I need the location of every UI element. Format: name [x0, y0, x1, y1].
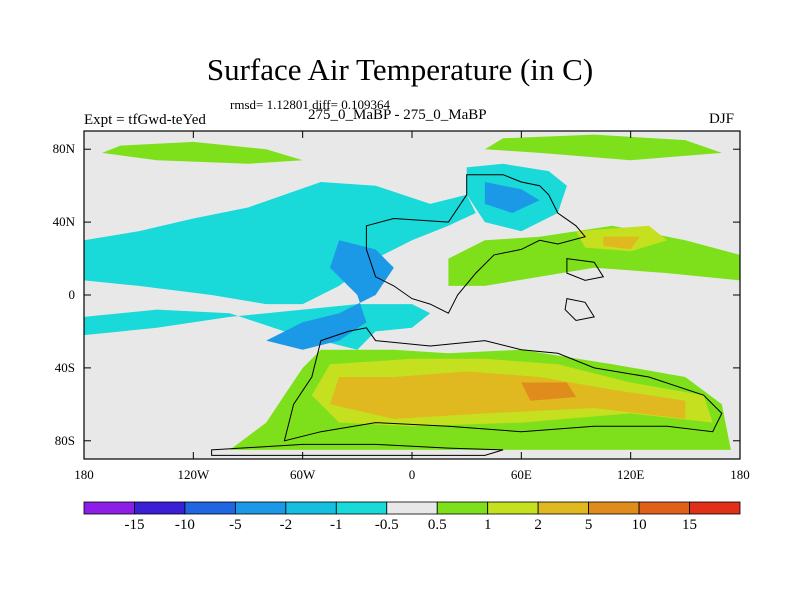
- x-tick-label: 0: [408, 467, 416, 482]
- colorbar-label: 15: [682, 517, 698, 533]
- continent-outline-4: [564, 298, 596, 322]
- colorbar-swatch: [386, 501, 438, 515]
- colorbar-swatch: [285, 501, 337, 515]
- colorbar-label: 0.5: [427, 517, 447, 533]
- field-layer: [84, 131, 740, 459]
- colorbar-label: -15: [124, 517, 145, 533]
- colorbar-swatch: [234, 501, 287, 515]
- x-tick-label: 120W: [177, 467, 210, 482]
- region-north-pacific-cyan: [84, 182, 476, 305]
- continent-outline-2: [211, 443, 504, 456]
- y-tick-label: 80S: [54, 432, 75, 448]
- continent-outline-1: [365, 174, 586, 314]
- colorbar-swatch: [537, 501, 590, 515]
- y-tick-label: 0: [68, 287, 76, 302]
- season-label: DJF: [709, 111, 735, 127]
- x-tick-label: 120E: [616, 467, 645, 482]
- chart-title: Surface Air Temperature (in C): [206, 52, 594, 87]
- colorbar-label: -2: [279, 517, 293, 533]
- region-northeast-orange: [603, 236, 640, 250]
- colorbar-label: -0.5: [374, 517, 399, 533]
- chart-stats: rmsd= 1.12801 diff= 0.109364: [230, 97, 390, 112]
- x-tick-label: 180: [730, 467, 750, 482]
- region-north-band-green: [102, 141, 303, 164]
- region-arctic-blue: [484, 182, 540, 213]
- region-continent-west-blue: [266, 240, 394, 350]
- colorbar-swatch: [689, 501, 741, 515]
- region-tropical-green: [448, 225, 740, 286]
- region-south-continent-dark-orange: [521, 382, 576, 401]
- y-tick-label: 80N: [52, 141, 75, 157]
- colorbar-label: 1: [483, 517, 492, 533]
- runs-label: 275_0_MaBP - 275_0_MaBP: [308, 107, 487, 123]
- region-south-continent-orange: [330, 371, 686, 419]
- x-tick-label: 180: [74, 467, 94, 482]
- y-tick-label: 40N: [52, 214, 75, 230]
- colorbar-swatch: [638, 501, 690, 515]
- colorbar-swatch: [588, 501, 640, 515]
- continent-outline-0: [283, 327, 723, 442]
- colorbar-swatch: [487, 501, 539, 515]
- colorbar-swatch: [134, 501, 186, 515]
- y-tick-label: 40S: [54, 359, 75, 375]
- x-tick-label: 60E: [510, 467, 532, 482]
- colorbar-swatch: [83, 501, 135, 515]
- colorbar-swatch: [436, 501, 489, 515]
- colorbar-label: -5: [229, 517, 242, 533]
- experiment-label: Expt = tfGwd-teYed: [84, 112, 206, 128]
- colorbar-label: 5: [584, 517, 593, 533]
- region-north-band-green-east: [484, 134, 722, 161]
- x-tick-label: 60W: [290, 467, 316, 482]
- continent-outline-3: [566, 258, 605, 281]
- colorbar-label: -10: [174, 517, 195, 533]
- colorbar-swatch: [335, 501, 388, 515]
- colorbar-label: -1: [330, 517, 343, 533]
- colorbar-label: 2: [534, 517, 542, 533]
- colorbar-swatch: [184, 501, 236, 515]
- colorbar-label: 10: [631, 517, 647, 533]
